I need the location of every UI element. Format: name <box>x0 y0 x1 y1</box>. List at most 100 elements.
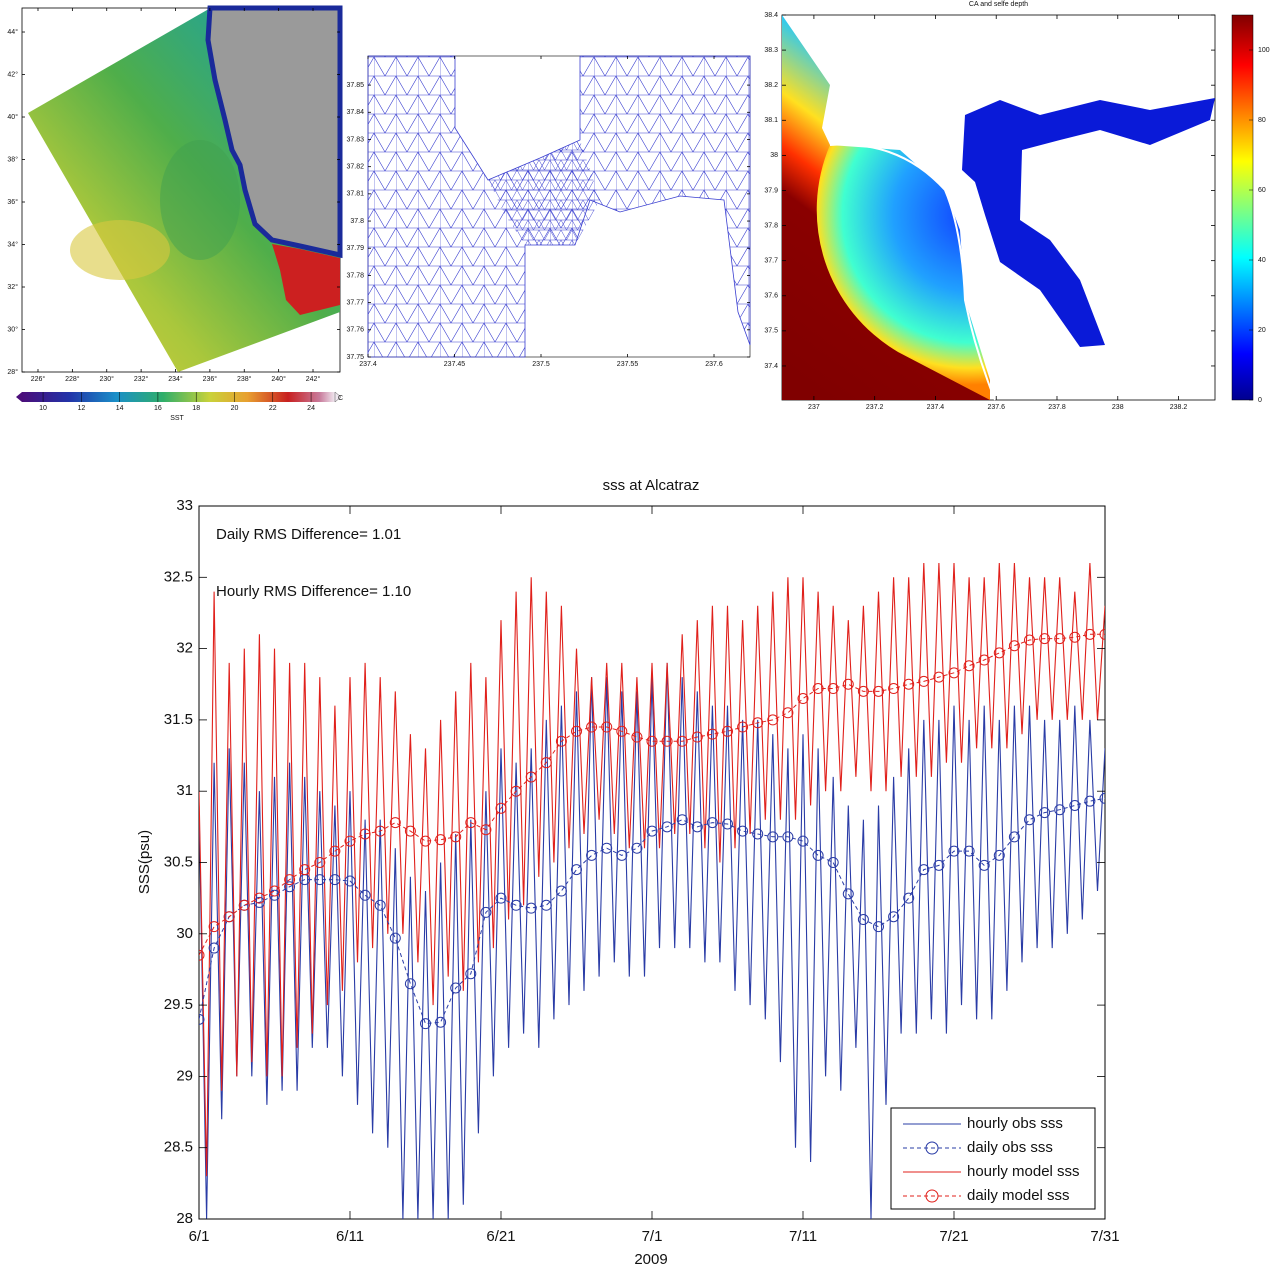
series-marker <box>359 889 371 901</box>
series-marker <box>465 968 477 980</box>
series-line <box>199 562 1105 1177</box>
series-marker <box>661 821 673 833</box>
series-marker <box>314 857 326 868</box>
x-tick-label: 237.4 <box>927 404 945 411</box>
x-tick-label: 237.5 <box>532 361 550 368</box>
x-tick-label: 6/1 <box>189 1228 210 1245</box>
y-tick-label: 38 <box>770 152 778 159</box>
series-marker <box>435 1016 447 1028</box>
y-axis-label: SSS(psu) <box>136 830 153 894</box>
map-title: CA and selfe depth <box>969 1 1028 8</box>
series-marker <box>329 845 341 857</box>
series-marker <box>948 667 960 679</box>
x-tick-label: 237.6 <box>987 404 1005 411</box>
series-marker <box>842 888 854 900</box>
colorbar-tick-label: 100 <box>1258 47 1270 54</box>
colorbar-tick-label: 14 <box>116 405 124 412</box>
legend-label: daily model sss <box>967 1187 1070 1204</box>
series-marker <box>827 683 839 695</box>
series-marker <box>540 757 552 769</box>
legend-box <box>890 1107 1096 1210</box>
plot-frame <box>198 505 1106 1220</box>
x-tick-label: 238 <box>1112 404 1124 411</box>
sst-warm <box>272 244 340 315</box>
x-axis-label: 2009 <box>634 1251 667 1268</box>
series-marker <box>525 771 537 783</box>
series-marker <box>797 835 809 847</box>
annotation: Hourly RMS Difference= 1.10 <box>216 583 411 600</box>
y-tick-label: 31 <box>176 782 193 799</box>
series-marker <box>706 817 718 829</box>
colorbar-tick-label: 24 <box>307 405 315 412</box>
series-marker <box>933 859 945 871</box>
series-marker <box>374 899 386 911</box>
x-tick-label: 237.45 <box>444 361 466 368</box>
series-marker <box>963 845 975 857</box>
series-marker <box>873 685 884 697</box>
series-marker <box>857 914 869 926</box>
y-tick-label: 42° <box>7 70 18 78</box>
colorbar-unit: C <box>338 395 343 402</box>
series-marker <box>404 978 416 990</box>
series-marker <box>842 678 854 690</box>
land <box>205 5 343 259</box>
series-marker <box>1069 631 1081 643</box>
y-tick-label: 37.75 <box>346 354 364 361</box>
series-marker <box>344 835 356 847</box>
y-tick-label: 28 <box>176 1210 193 1227</box>
series-marker <box>782 707 794 719</box>
series-marker <box>631 731 643 743</box>
series-marker <box>631 842 643 854</box>
colorbar-label: SST <box>170 415 184 422</box>
series-marker <box>722 725 733 737</box>
series-marker <box>797 693 809 705</box>
y-tick-label: 37.83 <box>346 136 364 143</box>
legend-marker <box>925 1141 939 1155</box>
x-tick-label: 6/21 <box>486 1228 515 1245</box>
y-tick-label: 29 <box>176 1067 193 1084</box>
series-marker <box>359 828 371 840</box>
x-tick-label: 238° <box>237 375 252 383</box>
colorbar-tick-label: 20 <box>231 405 239 412</box>
series-marker <box>646 825 658 837</box>
y-tick-label: 33 <box>176 497 193 514</box>
x-tick-label: 7/1 <box>642 1228 663 1245</box>
series-marker <box>767 831 779 843</box>
series-marker <box>601 721 613 733</box>
series-marker <box>1024 814 1035 826</box>
x-tick-label: 237.2 <box>866 404 884 411</box>
series-marker <box>691 731 703 743</box>
series-marker <box>948 845 960 857</box>
y-tick-label: 28.5 <box>164 1139 193 1156</box>
series-marker <box>555 735 567 747</box>
series-marker <box>329 874 341 886</box>
series-marker <box>420 1018 431 1030</box>
series-marker <box>1039 633 1051 645</box>
y-tick-label: 32.5 <box>164 568 193 585</box>
series-marker <box>223 911 235 923</box>
coast <box>829 143 996 401</box>
colorbar <box>1231 14 1254 401</box>
legend-marker <box>925 1189 939 1203</box>
series-marker <box>993 647 1005 659</box>
depth-shelf <box>816 145 990 400</box>
series-marker <box>314 874 326 886</box>
series-marker <box>253 892 265 904</box>
y-tick-label: 37.8 <box>350 218 364 225</box>
series-marker <box>601 842 613 854</box>
x-tick-label: 242° <box>306 375 321 383</box>
series-marker <box>1099 792 1105 804</box>
series-marker <box>616 725 628 737</box>
series-marker <box>389 932 401 944</box>
y-tick-label: 38.2 <box>764 82 778 89</box>
series-marker <box>199 949 205 961</box>
x-tick-label: 237.4 <box>359 361 377 368</box>
series-marker <box>646 735 658 747</box>
series-marker <box>238 899 250 911</box>
x-tick-label: 7/21 <box>939 1228 968 1245</box>
series-marker <box>1084 628 1096 640</box>
series-marker <box>495 892 507 904</box>
y-tick-label: 30.5 <box>164 853 193 870</box>
y-tick-label: 32° <box>7 283 18 291</box>
